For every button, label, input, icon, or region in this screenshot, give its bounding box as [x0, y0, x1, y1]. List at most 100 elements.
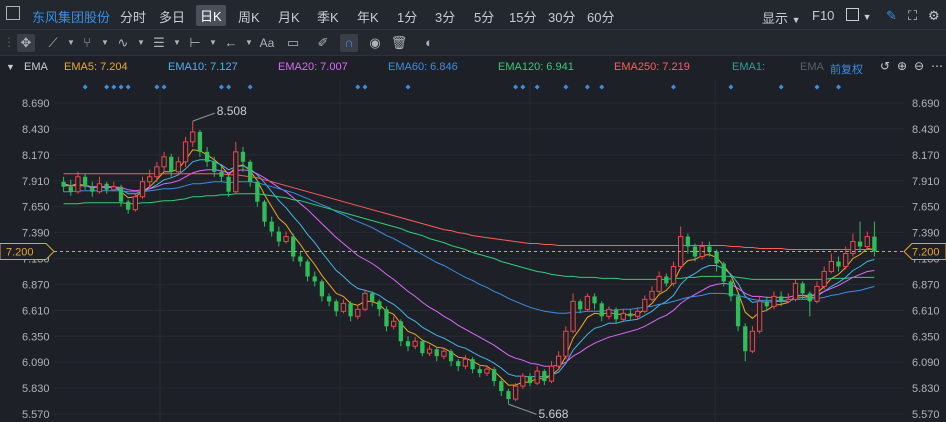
candle-body: [111, 186, 117, 191]
ema10-line: [63, 159, 875, 378]
ema-label[interactable]: EMA: [24, 61, 48, 73]
period-tab[interactable]: 3分: [435, 10, 456, 25]
signal-marker: [599, 84, 605, 90]
wave-icon[interactable]: ∿: [117, 35, 129, 50]
candle-body: [169, 156, 174, 172]
eye-icon[interactable]: ◉: [369, 35, 381, 50]
price-tick-right: 6.610: [912, 305, 940, 317]
layout-dropdown[interactable]: ▼: [846, 8, 872, 23]
adjust-button[interactable]: 前复权: [830, 64, 863, 76]
grid-lines: [54, 80, 904, 422]
settings-icon[interactable]: ⚙: [928, 8, 940, 23]
candle-body: [707, 246, 712, 252]
stock-name[interactable]: 东风集团股份: [32, 10, 111, 25]
period-tab[interactable]: 多日: [159, 10, 186, 25]
price-tick-right: 8.430: [912, 124, 940, 136]
signal-marker: [520, 84, 526, 90]
candle-body: [154, 166, 160, 178]
price-tick-right: 7.910: [912, 176, 940, 188]
magnet-icon[interactable]: ∩: [340, 34, 358, 52]
price-tick-left: 6.870: [22, 279, 50, 291]
period-tab[interactable]: 季K: [317, 10, 339, 25]
add-icon[interactable]: ⊕: [897, 59, 908, 73]
candle-body: [262, 201, 267, 222]
measure-icon[interactable]: ⊢: [189, 35, 201, 50]
candle-body: [233, 151, 239, 193]
candle-body: [384, 309, 389, 327]
signal-marker: [154, 84, 160, 90]
f10-button[interactable]: F10: [812, 8, 835, 23]
undo-icon[interactable]: ↺: [880, 59, 891, 73]
candle-body: [599, 303, 604, 317]
ema60-value: EMA60: 6.846: [388, 61, 458, 73]
signal-marker: [355, 84, 361, 90]
signal-marker: [118, 84, 124, 90]
candle-body: [398, 321, 403, 342]
toggle-icon[interactable]: ◐: [425, 35, 433, 50]
candle-body: [104, 183, 109, 190]
candle-body: [656, 275, 662, 292]
ruler-icon[interactable]: ☰: [153, 35, 165, 50]
drawing-toolbar: ⋮⋮ ✥ ⟋ ▼ ⑂ ▼ ∿ ▼ ☰ ▼ ⊢ ▼ ← ▼ Aa ▭ ✐ ∩ ◉ …: [0, 30, 946, 56]
candle-body: [82, 176, 88, 187]
candle-body: [75, 176, 81, 193]
candle-body: [520, 375, 526, 387]
line-icon[interactable]: ⟋: [48, 35, 58, 50]
eraser-icon[interactable]: ✐: [317, 35, 329, 50]
period-tab[interactable]: 周K: [238, 10, 260, 25]
price-tick-left: 7.390: [22, 228, 50, 240]
chevron-down-icon[interactable]: ▼: [209, 38, 217, 47]
signal-marker: [218, 84, 224, 90]
square-icon: [846, 8, 859, 21]
candle-body: [649, 290, 655, 300]
chevron-down-icon[interactable]: ▼: [101, 38, 109, 47]
chevron-down-icon[interactable]: ▼: [173, 38, 181, 47]
period-tab[interactable]: 5分: [474, 10, 495, 25]
candle-body: [255, 181, 260, 202]
candle-body: [634, 310, 641, 317]
ema5-value: EMA5: 7.204: [64, 61, 128, 73]
period-tab[interactable]: 30分: [548, 10, 576, 25]
price-tick-right: 5.830: [912, 383, 940, 395]
high-annotation: 8.508: [192, 104, 247, 122]
candle-body: [326, 296, 332, 302]
signal-marker: [563, 84, 569, 90]
candle-body: [219, 171, 224, 177]
remove-icon[interactable]: ⊖: [914, 59, 925, 73]
more-icon[interactable]: ⋯: [931, 59, 943, 73]
display-dropdown[interactable]: 显示 ▼: [762, 8, 801, 27]
signal-marker: [814, 84, 820, 90]
candle-body: [139, 181, 146, 198]
chevron-down-icon[interactable]: ▼: [67, 38, 75, 47]
period-tab[interactable]: 分时: [120, 10, 147, 25]
candle-body: [584, 295, 591, 310]
chevron-down-icon[interactable]: ▼: [245, 38, 253, 47]
candle-body: [749, 330, 756, 352]
arrow-left-icon[interactable]: ←: [224, 35, 238, 50]
fork-icon[interactable]: ⑂: [83, 35, 91, 50]
crosshair-icon[interactable]: ✥: [17, 34, 35, 52]
period-tab[interactable]: 1分: [397, 10, 418, 25]
chevron-down-icon[interactable]: ▼: [137, 38, 145, 47]
period-tab-active[interactable]: 日K: [196, 5, 226, 26]
candle-body: [628, 313, 633, 317]
period-tab[interactable]: 15分: [509, 10, 537, 25]
current-price-left: 7.200: [6, 247, 34, 259]
candle-body: [592, 296, 597, 304]
signal-markers: [82, 84, 842, 90]
period-tab[interactable]: 月K: [278, 10, 300, 25]
chevron-down-icon[interactable]: ▼: [6, 62, 15, 72]
expand-corners-icon[interactable]: ⛶: [908, 8, 918, 23]
text-icon[interactable]: Aa: [259, 36, 275, 50]
signal-marker: [362, 84, 368, 90]
candle-body: [182, 141, 189, 163]
comment-icon[interactable]: ▭: [286, 35, 300, 50]
trash-icon[interactable]: 🗑: [390, 35, 408, 50]
signal-marker: [104, 84, 110, 90]
expand-icon[interactable]: [6, 6, 20, 20]
period-tab[interactable]: 60分: [587, 10, 615, 25]
pen-icon[interactable]: ✎: [886, 8, 897, 23]
candle-body: [563, 330, 569, 357]
period-tab[interactable]: 年K: [357, 10, 379, 25]
